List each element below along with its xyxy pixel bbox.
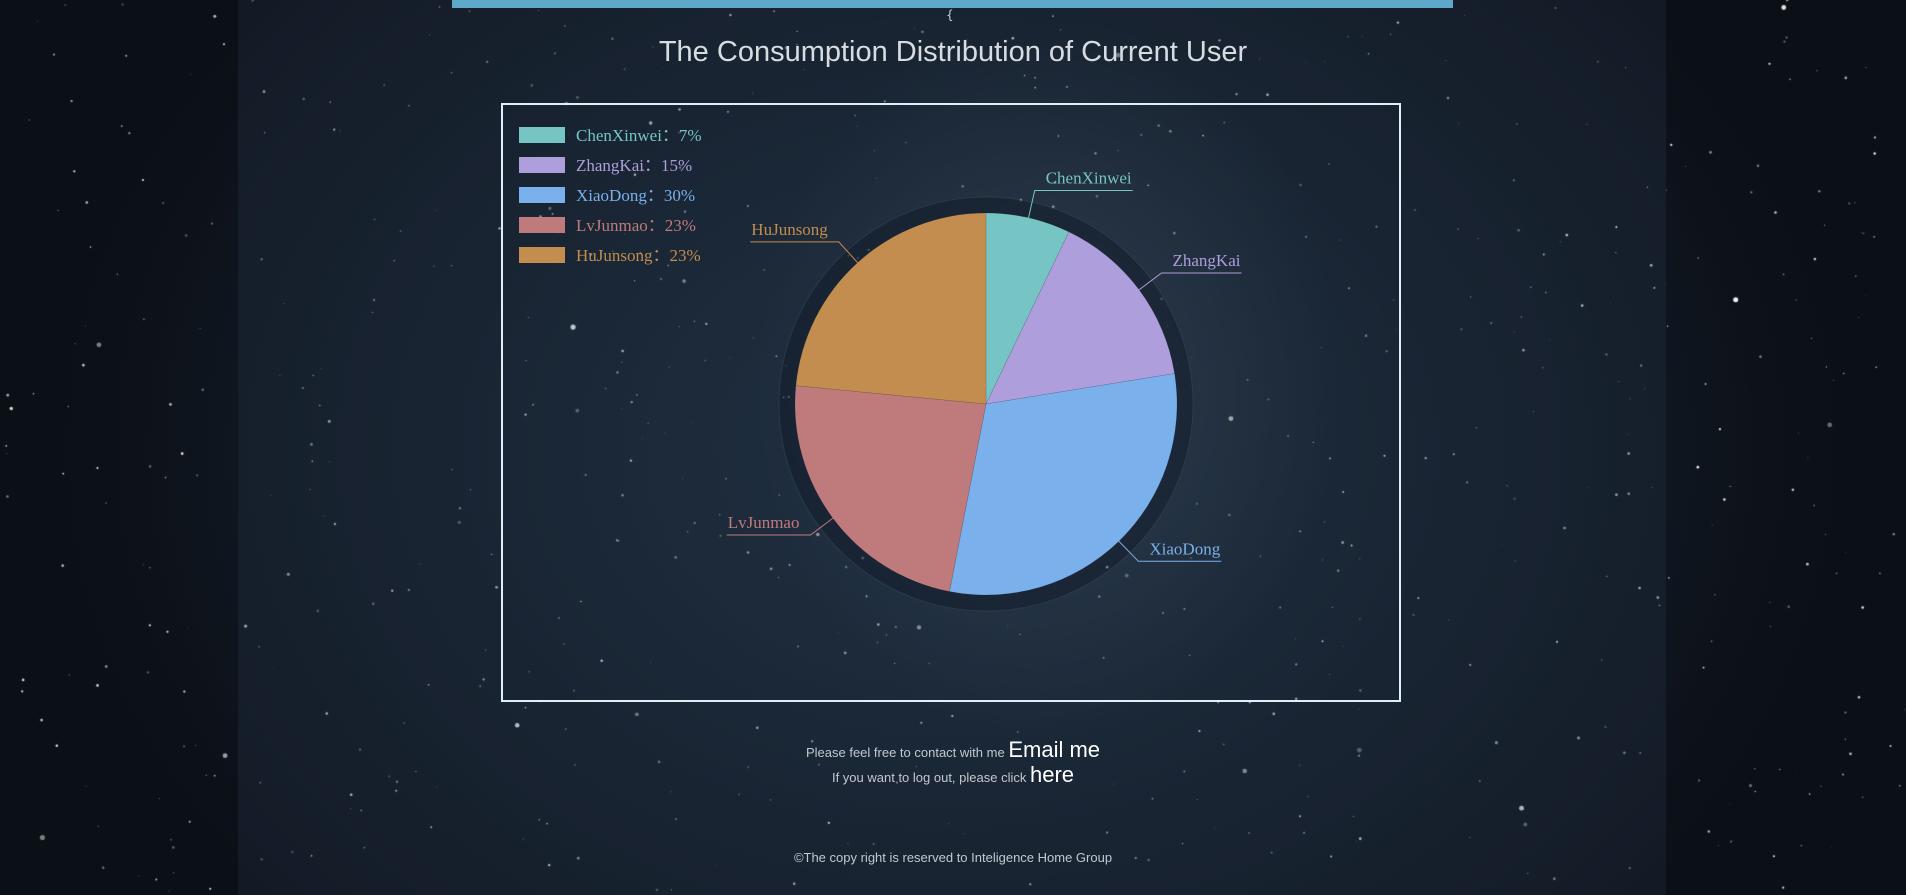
legend-swatch-hujunsong xyxy=(519,247,565,263)
logout-line: If you want to log out, please click her… xyxy=(0,762,1906,788)
leader-line-lvjunmao xyxy=(726,516,835,536)
copyright-footer: ©The copy right is reserved to Inteligen… xyxy=(793,850,1113,865)
email-me-link[interactable]: Email me xyxy=(1008,737,1101,762)
slice-label-xiaodong: XiaoDong xyxy=(1149,539,1220,558)
leader-line-chenxinwei xyxy=(1027,190,1133,220)
pie-chart: ChenXinwei ZhangKai XiaoDong LvJunmao HuJuns… xyxy=(519,126,1242,612)
brace-glyph: { xyxy=(946,8,954,22)
slice-label-hujunsong: HuJunsong xyxy=(751,220,828,239)
contact-text: Please feel free to contact with me xyxy=(805,745,1005,760)
chart-container: ChenXinwei ZhangKai XiaoDong LvJunmao HuJuns… xyxy=(501,103,1401,702)
leader-line-xiaodong xyxy=(1117,539,1222,562)
legend-item-zhangkai: ZhangKai：15% xyxy=(576,156,692,175)
legend-swatch-chenxinwei xyxy=(519,127,565,143)
legend-swatch-zhangkai xyxy=(519,157,565,173)
legend-item-hujunsong: HuJunsong：23% xyxy=(576,246,701,265)
legend-item-lvjunmao: LvJunmao：23% xyxy=(576,216,696,235)
slice-label-chenxinwei: ChenXinwei xyxy=(1046,169,1132,188)
logout-here-link[interactable]: here xyxy=(1029,762,1075,787)
leader-line-zhangkai xyxy=(1137,272,1242,292)
slice-label-zhangkai: ZhangKai xyxy=(1173,251,1241,270)
top-accent-bar xyxy=(452,0,1453,8)
logout-text: If you want to log out, please click xyxy=(831,770,1027,785)
legend-swatch-xiaodong xyxy=(519,187,565,203)
legend-item-xiaodong: XiaoDong：30% xyxy=(576,186,695,205)
leader-line-hujunsong xyxy=(750,241,860,265)
page-title: The Consumption Distribution of Current … xyxy=(658,36,1248,68)
legend-swatch-lvjunmao xyxy=(519,217,565,233)
contact-line: Please feel free to contact with me Emai… xyxy=(0,737,1906,763)
slice-label-lvjunmao: LvJunmao xyxy=(728,513,800,532)
legend-item-chenxinwei: ChenXinwei：7% xyxy=(576,126,702,145)
